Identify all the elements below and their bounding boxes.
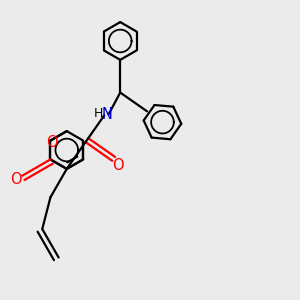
- Text: O: O: [10, 172, 22, 187]
- Text: N: N: [101, 107, 112, 122]
- Text: O: O: [112, 158, 124, 172]
- Text: H: H: [94, 107, 103, 120]
- Text: O: O: [46, 135, 58, 150]
